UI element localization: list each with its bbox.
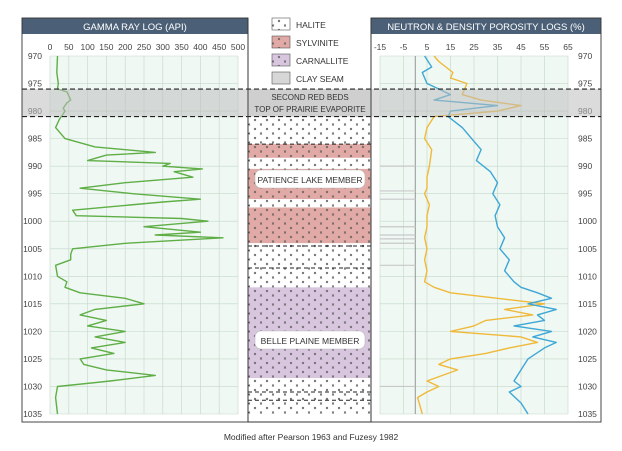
lithology-column: HALITE SYLVINITE CARNALLITE CLAY SEAM PATIE…: [247, 17, 372, 423]
series-line-gamma-ray: [54, 55, 224, 415]
lithology-unit-halite: [248, 116, 371, 145]
depth-tick-label: 1025: [23, 354, 42, 364]
red-beds-shade-porosity: [371, 89, 601, 117]
depth-tick-label: 990: [28, 161, 42, 171]
depth-tick-label: 1015: [23, 299, 42, 309]
gamma-x-ticks: 0 50 100 150 200 250 300 350 400 450 500: [48, 42, 246, 52]
x-tick-label: 100: [81, 42, 95, 52]
x-tick-label: 50: [64, 42, 74, 52]
depth-tick-label: 1010: [23, 271, 42, 281]
patience-lake-box: [254, 169, 366, 189]
x-tick-label: 150: [99, 42, 113, 52]
x-tick-label: -15: [374, 42, 387, 52]
top-prairie-label: TOP OF PRAIRIE EVAPORITE: [254, 105, 365, 114]
porosity-title-bar: [371, 18, 601, 34]
lithology-unit-halite: [248, 157, 371, 169]
depth-tick-label: 970: [28, 51, 42, 61]
depth-tick-label: 1035: [578, 409, 597, 419]
depth-tick-label: 995: [578, 189, 592, 199]
lithology-unit-halite: [248, 243, 371, 288]
depth-tick-label: 1015: [578, 299, 597, 309]
x-tick-label: -5: [400, 42, 408, 52]
depth-tick-label: 1005: [578, 244, 597, 254]
legend-label-carnallite: CARNALLITE: [296, 56, 349, 66]
depth-tick-label: 1030: [23, 381, 42, 391]
depth-tick-label: 975: [578, 79, 592, 89]
figure-caption: Modified after Pearson 1963 and Fuzesy 1…: [224, 432, 399, 442]
x-tick-label: 350: [175, 42, 189, 52]
belle-plaine-label: BELLE PLAINE MEMBER: [261, 336, 360, 346]
depth-tick-label: 985: [578, 134, 592, 144]
depth-tick-label: 1000: [23, 216, 42, 226]
x-tick-label: 55: [540, 42, 550, 52]
x-tick-label: 5: [425, 42, 430, 52]
lithology-unit-halite: [248, 199, 371, 208]
legend-swatch-carnallite: [271, 53, 291, 67]
x-tick-label: 25: [469, 42, 479, 52]
lithology-legend: HALITE SYLVINITE CARNALLITE CLAY SEAM: [271, 17, 349, 85]
red-beds-shade-litho: [248, 89, 371, 117]
depth-tick-label: 1025: [578, 354, 597, 364]
lithology-unit-sylvinite: [248, 218, 371, 244]
x-tick-label: 450: [212, 42, 226, 52]
lithology-unit-sylvinite: [248, 144, 371, 158]
depth-tick-label: 985: [28, 134, 42, 144]
depth-tick-label: 1035: [23, 409, 42, 419]
lithology-unit-halite: [248, 378, 371, 414]
belle-plaine-box: [254, 330, 366, 350]
legend-label-halite: HALITE: [296, 20, 326, 30]
x-tick-label: 300: [156, 42, 170, 52]
depth-tick-label: 1005: [23, 244, 42, 254]
legend-label-clay: CLAY SEAM: [296, 74, 344, 84]
red-beds-shade-gamma: [22, 89, 248, 117]
depth-tick-label: 1010: [578, 271, 597, 281]
x-tick-label: 45: [516, 42, 526, 52]
porosity-title: NEUTRON & DENSITY POROSITY LOGS (%): [387, 22, 585, 33]
depth-tick-label: 1030: [578, 381, 597, 391]
x-tick-label: 0: [48, 42, 53, 52]
second-red-beds-label: SECOND RED BEDS: [271, 93, 348, 102]
gamma-title-bar: [22, 18, 248, 34]
legend-label-sylvinite: SYLVINITE: [296, 38, 339, 48]
depth-tick-label: 995: [28, 189, 42, 199]
x-tick-label: 500: [231, 42, 245, 52]
x-tick-label: 400: [193, 42, 207, 52]
porosity-panel: NEUTRON & DENSITY POROSITY LOGS (%) -15-…: [371, 18, 601, 419]
x-tick-label: 200: [118, 42, 132, 52]
legend-swatch-sylvinite: [271, 35, 291, 49]
x-tick-label: 35: [493, 42, 503, 52]
x-tick-label: 15: [446, 42, 456, 52]
gamma-series: [54, 55, 224, 415]
red-beds-band: [22, 88, 601, 118]
x-tick-label: 250: [137, 42, 151, 52]
legend-swatch-clay: [271, 71, 291, 85]
depth-tick-label: 1020: [578, 326, 597, 336]
porosity-frame: [370, 17, 602, 423]
porosity-x-ticks: -15 -5 5 15 25 35 45 55 65: [374, 42, 573, 52]
patience-lake-label: PATIENCE LAKE MEMBER: [257, 175, 362, 185]
depth-tick-label: 990: [578, 161, 592, 171]
lithology-unit-sylvinite: [248, 207, 371, 219]
legend-swatch-halite: [271, 17, 291, 31]
gamma-frame: [21, 17, 249, 423]
depth-tick-label: 970: [578, 51, 592, 61]
depth-tick-label: 975: [28, 79, 42, 89]
gamma-panel: GAMMA RAY LOG (API) 0 50 100 150 200 250 300 35…: [22, 18, 248, 419]
gamma-title: GAMMA RAY LOG (API): [83, 22, 187, 33]
x-tick-label: 65: [563, 42, 573, 52]
depth-tick-label: 1020: [23, 326, 42, 336]
depth-tick-label: 1000: [578, 216, 597, 226]
